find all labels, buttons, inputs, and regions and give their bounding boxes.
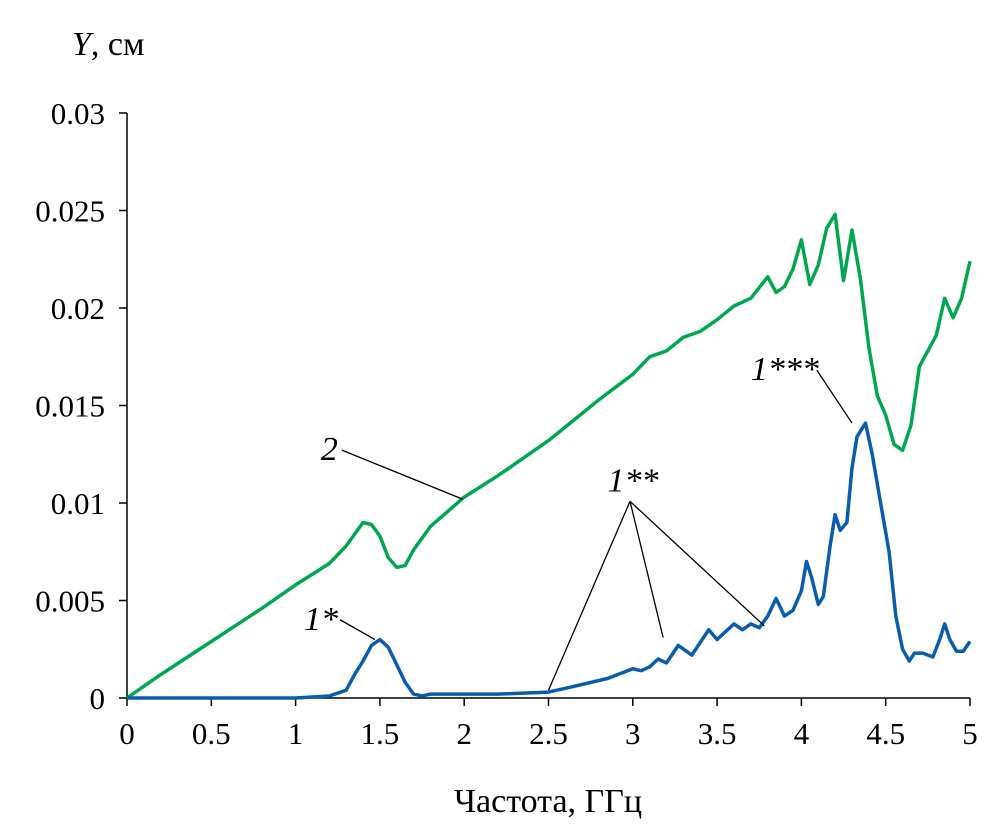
annotation-pointer bbox=[816, 369, 853, 424]
annotation-pointer bbox=[629, 501, 664, 638]
x-tick-label: 4.5 bbox=[866, 716, 905, 751]
x-tick-label: 4 bbox=[794, 716, 810, 751]
x-tick-label: 3 bbox=[625, 716, 641, 751]
annotation-pointer bbox=[341, 449, 463, 500]
x-tick-label: 2.5 bbox=[529, 716, 568, 751]
y-tick-label: 0.025 bbox=[35, 194, 105, 229]
x-axis-label: Частота, ГГц bbox=[454, 783, 642, 820]
y-axis-label: Y, см bbox=[72, 26, 145, 63]
annotation-label: 2 bbox=[321, 431, 338, 468]
annotation-label: 1** bbox=[608, 462, 659, 499]
y-tick-label: 0.005 bbox=[35, 584, 105, 619]
annotation-pointer bbox=[547, 501, 631, 691]
y-tick-label: 0.02 bbox=[51, 291, 105, 326]
y-tick-label: 0.01 bbox=[51, 486, 105, 521]
x-tick-label: 0 bbox=[119, 716, 135, 751]
series-line-2 bbox=[126, 212, 972, 700]
x-tick-label: 5 bbox=[962, 716, 978, 751]
x-tick-label: 2 bbox=[456, 716, 472, 751]
annotation-label: 1*** bbox=[751, 351, 819, 388]
x-tick-label: 1.5 bbox=[361, 716, 400, 751]
x-tick-label: 1 bbox=[288, 716, 304, 751]
annotation-pointer bbox=[339, 619, 376, 641]
x-tick-label: 3.5 bbox=[698, 716, 737, 751]
y-tick-label: 0 bbox=[90, 681, 106, 716]
y-tick-label: 0.015 bbox=[35, 389, 105, 424]
series-line-1 bbox=[127, 421, 972, 700]
annotation-label: 1* bbox=[304, 601, 338, 638]
annotation-pointer bbox=[629, 500, 765, 627]
x-tick-label: 0.5 bbox=[192, 716, 231, 751]
y-tick-label: 0.03 bbox=[51, 96, 105, 131]
